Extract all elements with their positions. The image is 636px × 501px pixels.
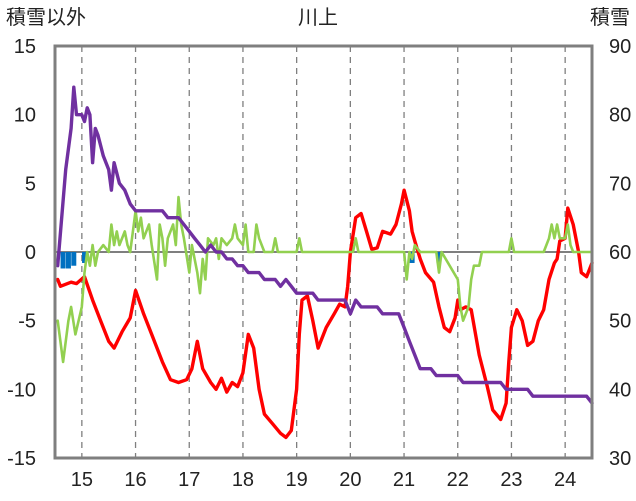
left-tick-label: -15: [7, 448, 36, 470]
plot-frame: [53, 44, 594, 460]
x-tick-label: 18: [232, 469, 254, 491]
bar-blue-2: [71, 252, 77, 266]
x-tick-label: 16: [124, 469, 146, 491]
left-tick-label: 5: [25, 173, 36, 195]
series-line-purple: [56, 85, 594, 405]
bar-blue-0: [60, 252, 66, 269]
left-tick-label: 0: [25, 242, 36, 264]
left-axis-ticks: 15 10 5 0 -5 -10 -15: [7, 36, 36, 470]
left-tick-label: 15: [14, 36, 36, 58]
right-tick-label: 80: [609, 105, 631, 127]
series-line-green: [56, 195, 594, 364]
right-tick-label: 40: [609, 379, 631, 401]
x-axis-ticks: 15 16 17 18 19 20 21 22 23 24: [71, 469, 577, 491]
x-tick-label: 17: [178, 469, 200, 491]
bar-blue-3: [82, 252, 88, 263]
bar-blue-5: [436, 252, 442, 263]
x-tick-label: 15: [71, 469, 93, 491]
left-tick-label: -10: [7, 379, 36, 401]
series-lines: [56, 85, 594, 440]
right-tick-label: 30: [609, 448, 631, 470]
right-tick-label: 60: [609, 242, 631, 264]
x-tick-label: 20: [339, 469, 361, 491]
x-tick-label: 19: [286, 469, 308, 491]
right-tick-label: 50: [609, 311, 631, 333]
bar-blue-1: [65, 252, 71, 269]
right-axis-ticks: 90 80 70 60 50 40 30: [609, 36, 631, 470]
x-tick-label: 24: [554, 469, 576, 491]
right-tick-label: 90: [609, 36, 631, 58]
left-tick-label: -5: [18, 311, 36, 333]
left-tick-label: 10: [14, 105, 36, 127]
series-line-red: [56, 188, 594, 440]
right-tick-label: 70: [609, 173, 631, 195]
x-tick-label: 21: [393, 469, 415, 491]
left-axis-title: 積雪以外: [6, 6, 86, 29]
x-tick-label: 22: [447, 469, 469, 491]
right-axis-title: 積雪: [590, 6, 630, 29]
x-tick-label: 23: [500, 469, 522, 491]
chart-title: 川上: [298, 6, 338, 29]
